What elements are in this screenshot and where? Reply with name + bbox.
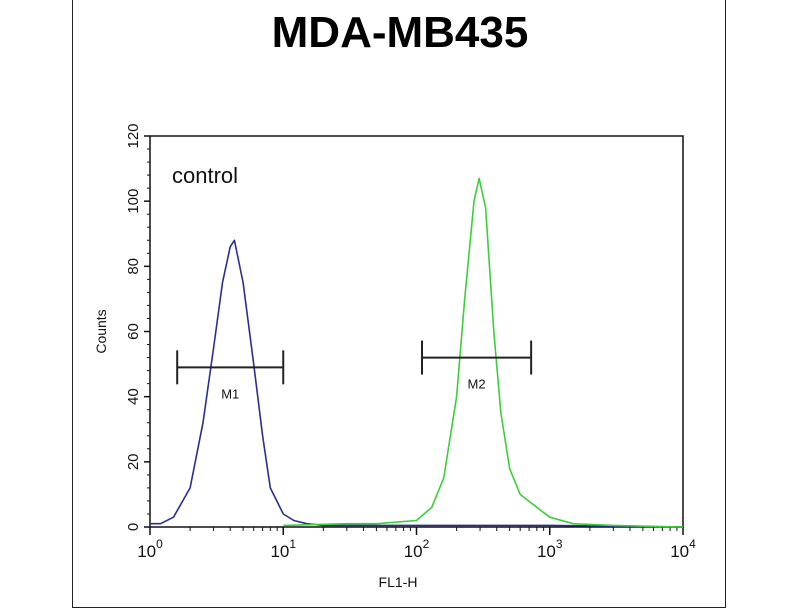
- y-tick-label: 60: [125, 323, 142, 340]
- marker-label: M2: [468, 377, 486, 392]
- x-axis-label: FL1-H: [379, 574, 418, 590]
- x-tick-label: 104: [670, 537, 696, 561]
- y-tick-label: 100: [125, 189, 142, 214]
- y-tick-label: 40: [125, 388, 142, 405]
- chart-title: MDA-MB435: [271, 8, 529, 57]
- marker-label: M1: [221, 386, 239, 401]
- x-tick-label: 103: [537, 537, 563, 561]
- series-line-1: [150, 239, 684, 528]
- x-tick-label: 102: [404, 537, 430, 561]
- y-tick-label: 120: [125, 123, 142, 148]
- y-tick-label: 20: [125, 453, 142, 470]
- x-tick-label: 100: [137, 537, 163, 561]
- y-tick-label: 0: [125, 523, 142, 531]
- plot-area: [149, 135, 684, 528]
- y-axis-label: Counts: [93, 309, 109, 353]
- y-tick-label: 80: [125, 258, 142, 275]
- annotation-control: control: [172, 163, 238, 188]
- marker-m2: M2: [421, 340, 533, 392]
- x-tick-label: 101: [270, 537, 296, 561]
- series-line-2: [283, 177, 684, 528]
- marker-m1: M1: [176, 350, 285, 401]
